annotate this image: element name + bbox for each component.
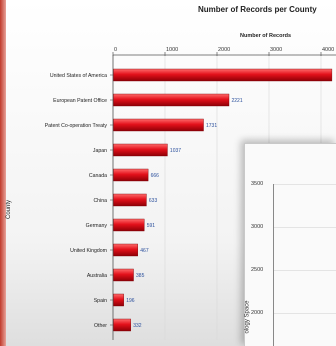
bar-value-label: 2221: [231, 98, 242, 104]
bar-value-label: 332: [133, 323, 142, 329]
x-tick-label: 0: [114, 47, 117, 53]
bar: [113, 118, 204, 132]
category-label: United Kingdom: [70, 248, 107, 254]
bar-value-label: 467: [140, 248, 149, 254]
bar-value-label: 1731: [206, 123, 217, 129]
bar-value-label: 196: [126, 298, 135, 304]
category-label: Other: [94, 323, 107, 329]
red-left-edge: [0, 0, 6, 346]
x-axis-title: Number of Records: [240, 33, 292, 39]
overlay-y-axis-title: ology Space: [244, 300, 251, 334]
overlay-tick-label: 3500: [251, 181, 264, 187]
overlay-gridline: [274, 313, 336, 314]
x-tick-label: 2000: [218, 47, 230, 53]
x-tick-label: 4000: [322, 47, 334, 53]
x-tick-label: 1000: [166, 47, 178, 53]
category-label: Japan: [93, 148, 107, 154]
overlay-gridline: [274, 270, 336, 271]
bar-value-label: 385: [136, 273, 145, 279]
category-label: Germany: [86, 223, 108, 229]
bar: [113, 268, 134, 282]
overlay-gridline: [274, 227, 336, 228]
category-label: European Patent Office: [53, 98, 107, 104]
category-label: Australia: [87, 273, 107, 279]
bar-value-label: 591: [147, 223, 156, 229]
category-label: Patent Co-operation Treaty: [45, 123, 108, 129]
bar: [113, 243, 138, 257]
overlay-tick-label: 2000: [251, 310, 264, 316]
category-label: Spain: [94, 298, 107, 304]
bar: [113, 143, 168, 157]
chart-title: Number of Records per County: [198, 5, 317, 14]
overlay-gridline: [274, 184, 336, 185]
bar: [113, 193, 147, 207]
overlay-tick-label: 2500: [251, 267, 264, 273]
category-label: United States of America: [50, 73, 107, 79]
bar: [113, 318, 131, 332]
overlapping-chart-window: 3500 3000 2500 2000 ology Space: [244, 143, 336, 346]
bar-value-label: 633: [149, 198, 158, 204]
bar: [113, 293, 124, 307]
bar-value-label: 666: [151, 173, 160, 179]
bar-value-label: 1037: [170, 148, 181, 154]
bar: [113, 168, 149, 182]
category-label: Canada: [89, 173, 107, 179]
bar: [113, 93, 230, 107]
bar: [113, 218, 145, 232]
bar: [113, 68, 333, 82]
overlay-y-axis: [273, 184, 274, 346]
overlay-tick-label: 3000: [251, 224, 264, 230]
x-tick-label: 3000: [270, 47, 282, 53]
category-label: China: [93, 198, 107, 204]
